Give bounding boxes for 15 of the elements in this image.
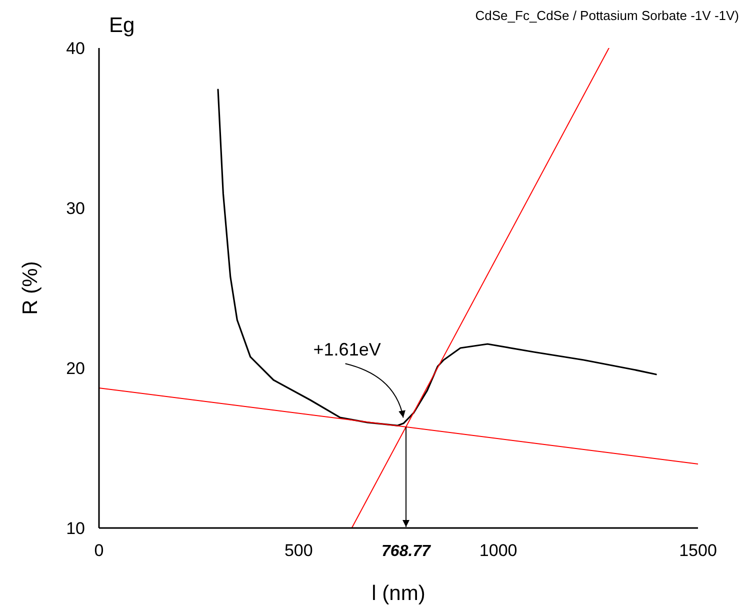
x-tick-label: 1500 [679,541,717,560]
x-tick-label: 0 [94,541,104,560]
y-tick-label: 20 [66,359,85,378]
x-tick-label: 1000 [479,541,518,560]
x-axis-title: l (nm) [372,582,426,605]
x-tick-label: 768.77 [382,543,432,560]
x-tick-label: 500 [284,541,313,560]
chart-title: CdSe_Fc_CdSe / Pottasium Sorbate -1V -1V) [475,8,739,23]
text: Eg [109,14,135,37]
y-axis-title: R (%) [19,261,42,315]
y-tick-label: 10 [66,519,85,538]
y-tick-label: 40 [66,39,85,58]
line-series [217,88,657,426]
annotation: +1.61eV [313,340,381,360]
y-tick-label: 30 [66,199,85,218]
